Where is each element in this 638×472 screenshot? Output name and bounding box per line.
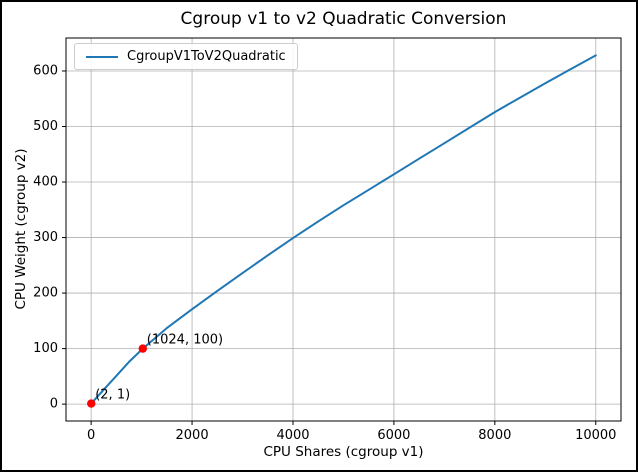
- data-point-marker: [138, 344, 148, 353]
- point-annotation-label: (1024, 100): [147, 333, 223, 348]
- axes-frame: [65, 37, 622, 422]
- data-point-marker: [87, 399, 96, 408]
- y-tick-label: 400: [33, 175, 58, 190]
- legend-line-icon: [86, 55, 118, 58]
- y-tick-label: 0: [50, 397, 58, 412]
- x-tick-label: 8000: [478, 428, 511, 443]
- chart-title: Cgroup v1 to v2 Quadratic Conversion: [180, 9, 507, 29]
- x-tick-label: 6000: [377, 428, 410, 443]
- y-tick-label: 600: [33, 63, 58, 78]
- x-tick-label: 4000: [276, 428, 309, 443]
- y-tick-label: 200: [33, 286, 58, 301]
- x-tick-label: 0: [87, 428, 95, 443]
- point-annotation-label: (2, 1): [95, 388, 130, 403]
- conversion-curve: [90, 54, 597, 405]
- x-tick-label: 2000: [176, 428, 209, 443]
- x-tick-label: 10000: [575, 428, 616, 443]
- y-tick-label: 100: [33, 341, 58, 356]
- y-tick-label: 300: [33, 230, 58, 245]
- x-axis-label: CPU Shares (cgroup v1): [263, 444, 424, 460]
- legend-entry-label: CgroupV1ToV2Quadratic: [127, 49, 286, 64]
- legend-box: CgroupV1ToV2Quadratic: [74, 43, 298, 70]
- y-axis-label: CPU Weight (cgroup v2): [13, 148, 29, 310]
- y-tick-label: 500: [33, 119, 58, 134]
